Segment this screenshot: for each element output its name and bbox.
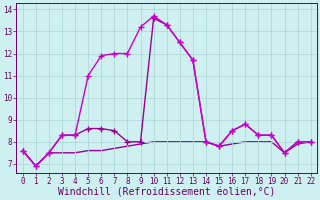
X-axis label: Windchill (Refroidissement éolien,°C): Windchill (Refroidissement éolien,°C) (58, 187, 276, 197)
